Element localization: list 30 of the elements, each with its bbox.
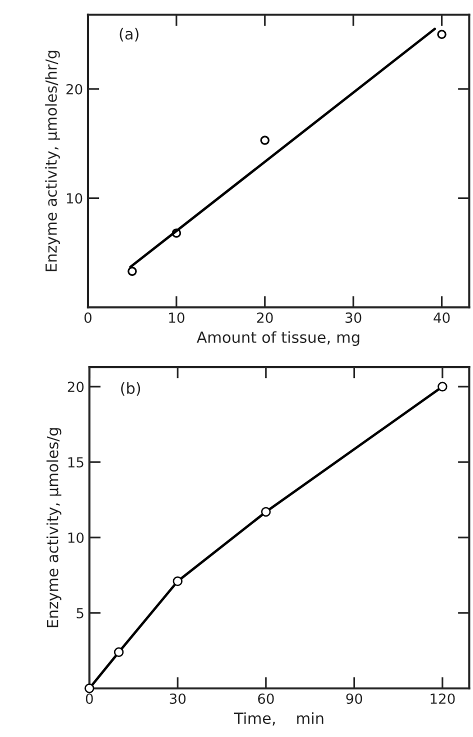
x-axis-title: Time, min <box>234 712 324 726</box>
y-tick-label: 15 <box>68 457 84 468</box>
y-tick-label: 20 <box>68 382 84 392</box>
y-tick-label: 20 <box>66 84 82 94</box>
x-tick-label: 20 <box>257 312 273 323</box>
x-tick-label: 30 <box>170 693 186 704</box>
x-tick-label: 10 <box>169 312 184 323</box>
point <box>261 506 271 517</box>
x-tick-label: 0 <box>84 312 92 323</box>
x-tick-label: 40 <box>434 312 450 323</box>
point <box>260 136 270 145</box>
y-axis-title: Enzyme activity, μmoles/hr/g <box>45 50 60 272</box>
y-axis-title: Enzyme activity, μmoles/g <box>46 428 62 628</box>
x-tick-label: 30 <box>346 312 362 323</box>
point <box>114 647 124 658</box>
point <box>128 266 137 276</box>
point <box>437 30 446 40</box>
annotation: (a) <box>120 28 138 42</box>
y-tick-label: 10 <box>68 532 84 543</box>
point <box>438 382 448 392</box>
x-tick-label: 120 <box>430 693 455 704</box>
y-tick-label: 10 <box>66 193 82 204</box>
point <box>84 683 94 694</box>
x-axis-title: Amount of tissue, mg <box>196 331 360 346</box>
x-tick-label: 90 <box>346 693 362 704</box>
x-tick-label: 0 <box>86 693 93 704</box>
y-tick-label: 5 <box>76 608 84 618</box>
x-tick-label: 60 <box>258 693 274 704</box>
point <box>172 576 183 586</box>
annotation: (b) <box>121 382 140 396</box>
